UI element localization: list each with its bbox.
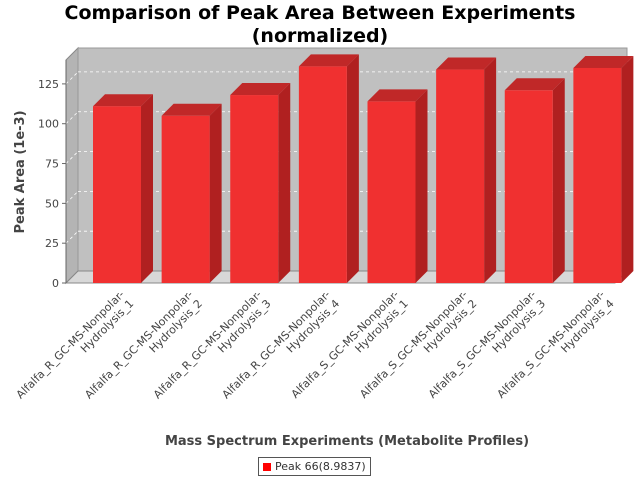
bar-front <box>504 90 553 283</box>
bar-top <box>161 103 222 116</box>
bar <box>436 57 497 283</box>
grid-line-side <box>65 111 79 124</box>
grid-line-side <box>65 191 79 204</box>
bar-side <box>552 78 565 283</box>
bar-front <box>230 95 279 284</box>
bar <box>573 55 634 283</box>
bar-top <box>573 55 634 68</box>
bar-front <box>573 67 622 283</box>
bar-front <box>93 106 141 283</box>
bar-side <box>621 55 634 283</box>
bar <box>504 78 565 283</box>
bar-top <box>504 78 565 91</box>
chart-title: Comparison of Peak Area Between Experime… <box>0 2 640 48</box>
bar-top <box>367 89 428 102</box>
bar-front <box>161 115 210 283</box>
y-tick-label: 50 <box>45 197 59 210</box>
y-tick-label: 25 <box>45 237 59 250</box>
y-axis: 0 25 50 75 100 125 <box>38 60 67 290</box>
bar-top <box>230 83 291 96</box>
bar-top <box>436 57 497 70</box>
bar-front <box>367 101 416 284</box>
bar <box>298 54 359 283</box>
chart-title-line-2: (normalized) <box>251 25 389 47</box>
bar <box>367 89 428 284</box>
x-axis-title: Mass Spectrum Experiments (Metabolite Pr… <box>165 434 529 449</box>
bar-top <box>298 54 359 67</box>
grid-line-side <box>65 71 79 85</box>
bar <box>230 83 291 284</box>
y-tick-label: 100 <box>38 118 59 131</box>
x-tick-labels: Alfalfa_R_GC-MS-Nonpolar-Hydrolysis_1Alf… <box>14 288 617 411</box>
bar-side <box>346 54 359 283</box>
y-axis-title: Peak Area (1e-3) <box>13 110 28 233</box>
chart-title-line-1: Comparison of Peak Area Between Experime… <box>64 2 576 24</box>
bar-side <box>209 103 222 283</box>
y-tick-label: 0 <box>52 277 59 290</box>
x-tick-label-line: Alfalfa_R_GC-MS-Nonpolar- <box>82 288 195 401</box>
bar-side <box>278 83 291 284</box>
x-tick-label: Alfalfa_R_GC-MS-Nonpolar-Hydrolysis_1 <box>14 288 137 411</box>
bar <box>161 103 222 283</box>
legend-swatch <box>263 462 271 471</box>
bar-front <box>436 69 485 283</box>
bar-side <box>141 94 153 283</box>
grid-line-side <box>65 151 79 164</box>
plot-left-wall <box>65 46 79 285</box>
legend-label: Peak 66(8.9837) <box>275 460 366 473</box>
bar-side <box>415 89 428 284</box>
bar <box>93 94 153 283</box>
x-tick-label-line: Alfalfa_R_GC-MS-Nonpolar- <box>220 288 333 401</box>
x-tick-label-line: Alfalfa_R_GC-MS-Nonpolar- <box>14 288 127 401</box>
bar-front <box>298 66 347 283</box>
bars <box>93 54 634 284</box>
y-tick-label: 125 <box>38 78 59 91</box>
x-tick-label-line: Alfalfa_R_GC-MS-Nonpolar- <box>151 288 264 401</box>
y-tick-label: 75 <box>45 158 59 171</box>
bar-side <box>484 57 497 283</box>
legend: Peak 66(8.9837) <box>258 457 371 476</box>
bar-top <box>93 94 153 107</box>
grid-line-side <box>65 230 79 244</box>
